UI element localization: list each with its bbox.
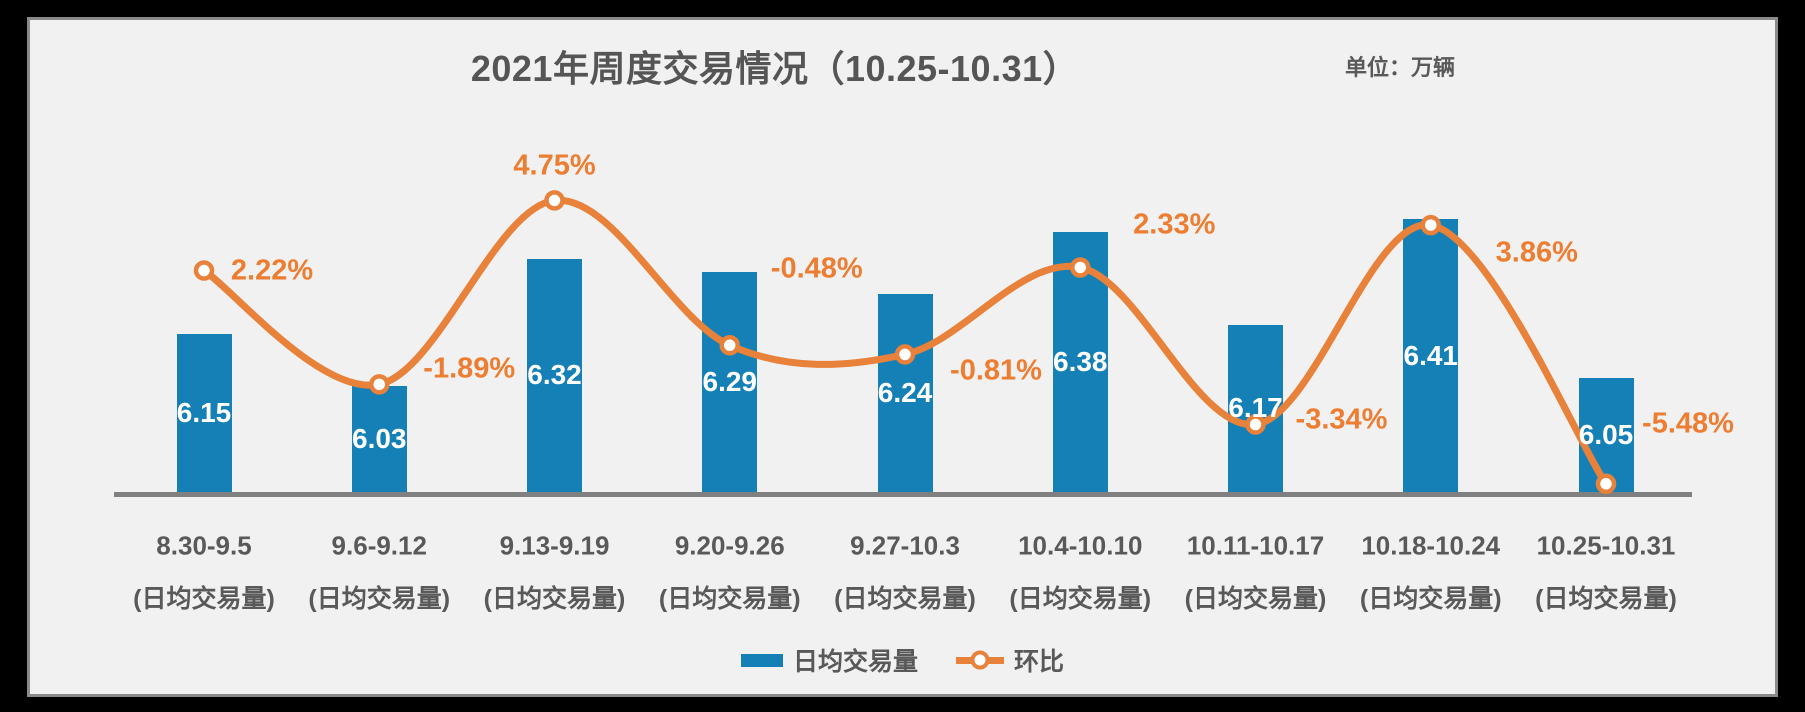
x-axis-label-date: 10.11-10.17 (1186, 530, 1325, 561)
pct-label: 4.75% (513, 149, 596, 182)
x-axis-label-date: 10.4-10.10 (1018, 530, 1143, 561)
legend-item-line: 环比 (956, 642, 1064, 678)
bar-value-label: 6.05 (1578, 418, 1634, 450)
x-axis-label-date: 9.27-10.3 (850, 530, 960, 561)
bar (527, 258, 582, 492)
line-point-marker (1420, 214, 1441, 236)
bar-value-label: 6.41 (1403, 339, 1459, 371)
x-axis-label-date: 9.20-9.26 (674, 530, 785, 561)
bar (877, 294, 933, 492)
legend-label-bar: 日均交易量 (792, 648, 918, 676)
x-axis-label-sub: (日均交易量) (834, 585, 976, 613)
line-point-marker (369, 374, 390, 395)
bar (702, 272, 758, 492)
line-point-marker (1595, 473, 1617, 495)
trend-line-layer (193, 190, 1617, 495)
pct-label: -3.34% (1295, 403, 1388, 436)
x-axis-label-sub: (日均交易量) (483, 585, 626, 613)
pct-label: -1.89% (423, 352, 516, 385)
x-axis-label-sub: (日均交易量) (1535, 585, 1677, 613)
x-axis-label-sub: (日均交易量) (1359, 585, 1502, 613)
legend: 日均交易量 环比 (30, 642, 1775, 678)
bar (1403, 219, 1459, 492)
bar-value-label: 6.24 (877, 377, 933, 408)
legend-label-line: 环比 (1014, 648, 1065, 676)
page-title: 2021年周度交易情况（10.25-10.31） (470, 48, 1080, 89)
bar-value-label: 6.17 (1228, 392, 1283, 424)
bar (1578, 377, 1634, 492)
pct-label: -5.48% (1642, 407, 1734, 440)
x-axis-label-date: 9.6-9.12 (331, 530, 427, 561)
x-axis-label-date: 9.13-9.19 (499, 530, 610, 561)
legend-item-bar: 日均交易量 (740, 642, 918, 678)
x-axis-label-sub: (日均交易量) (658, 585, 801, 613)
pct-label: 2.33% (1133, 208, 1216, 241)
line-point-marker (1070, 257, 1091, 278)
chart-canvas: 2021年周度交易情况（10.25-10.31） 单位：万辆 6.15 8.30-… (27, 17, 1778, 697)
pct-label: 3.86% (1495, 236, 1578, 269)
x-axis-label-date: 10.18-10.24 (1361, 530, 1501, 561)
x-axis-label-date: 8.30-9.5 (156, 530, 252, 561)
x-axis-label-sub: (日均交易量) (1009, 585, 1152, 613)
trend-line (200, 196, 1610, 488)
bar (351, 386, 407, 492)
line-point-marker (544, 190, 565, 211)
x-axis-label-date: 10.25-10.31 (1536, 530, 1676, 561)
line-point-marker (193, 260, 215, 281)
x-axis-label-sub: (日均交易量) (1184, 585, 1327, 613)
bar-value-label: 6.15 (176, 396, 232, 428)
pct-label: -0.48% (770, 252, 863, 285)
bar-value-label: 6.38 (1053, 346, 1108, 378)
bar-value-label: 6.32 (527, 359, 582, 391)
bar (176, 333, 232, 492)
line-with-dot-icon (956, 650, 1004, 670)
bar-swatch-icon (740, 653, 783, 667)
x-axis-line (114, 492, 1692, 497)
bar (1228, 324, 1283, 492)
unit-label: 单位：万辆 (1344, 55, 1455, 80)
plot-area: 2021年周度交易情况（10.25-10.31） 单位：万辆 6.15 8.30-… (30, 20, 1775, 694)
pct-label: 2.22% (230, 254, 314, 286)
line-point-marker (719, 335, 740, 356)
bar-value-label: 6.03 (352, 423, 407, 455)
pct-label: -0.81% (950, 354, 1042, 387)
line-point-marker (1245, 414, 1266, 435)
x-axis-label-sub: (日均交易量) (308, 585, 451, 613)
bar-value-label: 6.29 (702, 366, 758, 397)
x-axis-label-sub: (日均交易量) (133, 585, 275, 613)
line-point-marker (894, 344, 916, 365)
